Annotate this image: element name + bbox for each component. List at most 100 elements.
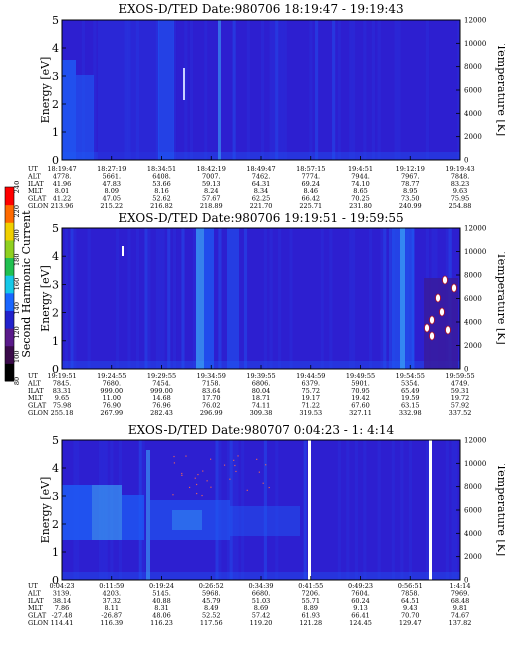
y-tick-label: 4: [52, 42, 59, 55]
ephemeris-value: 5968.: [202, 589, 221, 597]
ephemeris-value: 19.42: [351, 394, 370, 402]
spectrogram-stripe: [451, 440, 455, 580]
spectrogram-speck: [202, 470, 204, 472]
spectrogram-stripe: [144, 228, 148, 369]
spectrogram-band: [424, 278, 458, 369]
spectrogram-stripe: [280, 20, 285, 160]
ephemeris-value: 7848.: [451, 172, 470, 180]
spectrogram-blob: [451, 283, 457, 293]
colorbar-segment: [5, 222, 14, 241]
spectrogram-speck: [196, 492, 198, 495]
spectrogram-stripe: [235, 440, 239, 580]
ephemeris-value: 83.31: [53, 387, 72, 395]
ephemeris-value: 7.86: [55, 604, 69, 612]
ephemeris-value: 41.96: [53, 180, 72, 188]
ephemeris-value: 121.28: [299, 619, 322, 627]
ephemeris-row-label: MLT: [28, 604, 43, 612]
ephemeris-value: 216.82: [150, 202, 173, 210]
y-tick-label: 2: [52, 307, 59, 320]
spectrogram-stripe: [329, 228, 333, 369]
colorbar-tick-label: 140: [13, 302, 21, 314]
ephemeris-value: 64.31: [252, 180, 271, 188]
ephemeris-value: 41.22: [53, 195, 72, 203]
ephemeris-value: -26.87: [101, 612, 122, 620]
spectrogram-stripe: [337, 440, 341, 580]
ephemeris-value: 116.23: [150, 619, 173, 627]
ephemeris-value: 4749.: [451, 379, 470, 387]
colorbar-segment: [5, 275, 14, 294]
y-axis-label: Energy [eV]: [39, 57, 52, 124]
ephemeris-value: 3139.: [53, 589, 72, 597]
spectrogram-stripe: [275, 20, 279, 160]
ephemeris-value: 19:54:55: [396, 372, 425, 380]
spectrogram-stripe: [73, 228, 77, 369]
spectrogram-stripe: [135, 228, 140, 369]
spectrogram-blob: [445, 325, 451, 335]
ephemeris-value: 19:59:55: [445, 372, 474, 380]
ephemeris-value: 7604.: [351, 589, 370, 597]
ephemeris-value: 7206.: [301, 589, 320, 597]
ephemeris-value: 0:04:23: [49, 582, 74, 590]
y2-axis-label: Temperature [K]: [495, 44, 505, 136]
y-tick-label: 1: [52, 335, 59, 348]
colorbar-segment: [5, 292, 14, 311]
y2-tick-label: 6000: [464, 295, 482, 303]
ephemeris-value: 218.89: [200, 202, 223, 210]
ephemeris-value: 67.60: [351, 402, 370, 410]
spectrogram-blob: [435, 293, 441, 303]
spectrogram-stripe: [380, 228, 384, 369]
ephemeris-value: 225.71: [299, 202, 322, 210]
y-axis-label: Energy [eV]: [39, 477, 52, 544]
ephemeris-value: 18:42:19: [197, 165, 226, 173]
spectrogram-speck: [233, 459, 235, 461]
ephemeris-value: 7858.: [401, 589, 420, 597]
ephemeris-value: 7462.: [252, 172, 271, 180]
spectrogram-stripe: [192, 228, 196, 369]
spectrogram-stripe: [351, 20, 356, 160]
colorbar-tick-label: 220: [13, 205, 21, 217]
ephemeris-row-label: UT: [28, 165, 38, 173]
y-tick-label: 0: [52, 363, 59, 376]
ephemeris-value: 59.31: [451, 387, 470, 395]
spectrogram-speck: [210, 458, 212, 460]
spectrogram-speck: [262, 482, 264, 484]
spectrogram-band: [122, 495, 144, 540]
spectrogram-band: [196, 228, 204, 369]
y2-tick-label: 4000: [464, 530, 482, 538]
spectrogram-stripe: [303, 440, 307, 580]
spectrogram-speck: [197, 473, 199, 476]
ephemeris-row-label: MLT: [28, 187, 43, 195]
spectrogram-stripe: [261, 20, 265, 160]
ephemeris-value: 70.25: [351, 195, 370, 203]
ephemeris-value: 48.06: [152, 612, 171, 620]
ephemeris-value: 57.42: [252, 612, 271, 620]
colorbar-tick-label: 100: [13, 351, 21, 363]
spectrogram-stripe: [278, 20, 282, 160]
ephemeris-value: 8.09: [105, 187, 119, 195]
spectrogram-stripe: [454, 440, 458, 580]
ephemeris-value: 74.10: [351, 180, 370, 188]
y2-axis-label: Temperature [K]: [495, 464, 505, 556]
y-tick-label: 1: [52, 126, 59, 139]
ephemeris-value: 9.81: [453, 604, 467, 612]
spectrogram-stripe: [383, 228, 387, 369]
ephemeris-value: 64.51: [401, 597, 420, 605]
spectrogram-speck: [234, 464, 236, 467]
spectrogram-stripe: [87, 228, 91, 369]
ephemeris-value: 7967.: [401, 172, 420, 180]
y2-tick-label: 4000: [464, 319, 482, 327]
ephemeris-value: 8.16: [154, 187, 168, 195]
ephemeris-value: 70.70: [401, 612, 420, 620]
ephemeris-value: 5354.: [401, 379, 420, 387]
ephemeris-value: 71.22: [301, 402, 320, 410]
y2-tick-label: 12000: [464, 17, 486, 25]
ephemeris-value: 8.01: [55, 187, 69, 195]
spectrogram-stripe: [189, 20, 194, 160]
ephemeris-value: 6408.: [152, 172, 171, 180]
ephemeris-row-label: ALT: [27, 172, 41, 180]
ephemeris-value: 73.50: [401, 195, 420, 203]
ephemeris-value: 8.65: [353, 187, 367, 195]
ephemeris-value: 78.77: [401, 180, 420, 188]
ephemeris-value: 8.95: [403, 187, 417, 195]
ephemeris-value: 5661.: [102, 172, 121, 180]
